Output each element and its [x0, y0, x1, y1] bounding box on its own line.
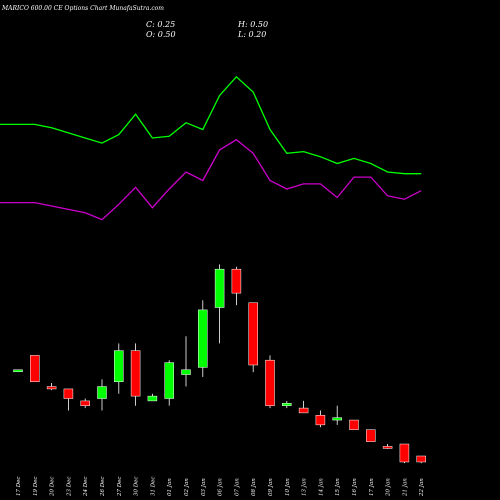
- candle-body: [298, 407, 309, 414]
- close-readout: C: 0.25: [146, 20, 175, 29]
- x-tick-label: 31 Dec: [150, 477, 156, 497]
- candle-4: [63, 388, 74, 411]
- candle-20: [332, 405, 342, 425]
- candle-24: [399, 443, 410, 464]
- x-tick-label: 09 Jan: [268, 478, 274, 496]
- candle-body: [366, 429, 376, 442]
- x-tick-label: 19 Dec: [33, 477, 39, 497]
- x-tick-label: 23 Dec: [66, 477, 72, 498]
- x-tick-label: 07 Jan: [234, 478, 240, 496]
- x-tick-label: 26 Dec: [100, 477, 106, 498]
- candle-body: [63, 388, 74, 399]
- candle-18: [298, 400, 309, 414]
- x-tick-label: 10 Jan: [285, 478, 291, 496]
- candle-body: [349, 419, 359, 430]
- x-tick-label: 17 Dec: [16, 477, 22, 497]
- x-tick-label: 17 Jan: [369, 478, 375, 496]
- x-tick-label: 13 Jan: [302, 478, 308, 496]
- candle-body: [315, 415, 326, 426]
- candle-body: [46, 386, 57, 390]
- x-tick-label: 20 Jan: [386, 478, 392, 497]
- candle-body: [130, 350, 141, 397]
- candle-5: [80, 398, 90, 409]
- candle-22: [366, 429, 376, 442]
- candle-21: [349, 419, 359, 430]
- candle-body: [231, 268, 242, 294]
- candle-9: [147, 393, 158, 402]
- x-tick-label: 27 Dec: [117, 477, 123, 498]
- candle-25: [416, 455, 426, 464]
- candle-6: [97, 379, 107, 411]
- candles: [13, 264, 426, 464]
- high-readout: H: 0.50: [237, 20, 268, 29]
- x-axis-tick-labels: 17 Dec 19 Dec 20 Dec 23 Dec 24 Dec 26 Dec 27 D…: [16, 477, 425, 498]
- candle-8: [130, 343, 141, 406]
- candle-body: [248, 302, 258, 366]
- open-readout: O: 0.50: [146, 30, 176, 39]
- candle-23: [382, 444, 393, 449]
- candle-2: [30, 355, 40, 383]
- candle-10: [164, 360, 174, 406]
- candle-body: [416, 455, 426, 463]
- x-tick-label: 03 Jan: [201, 478, 207, 496]
- candle-body: [181, 369, 191, 375]
- candle-16: [265, 355, 275, 409]
- candle-14: [231, 266, 242, 306]
- candle-body: [399, 443, 410, 463]
- candle-body: [30, 355, 40, 383]
- candle-body: [164, 362, 174, 399]
- low-readout: L: 0.20: [237, 30, 266, 39]
- x-tick-label: 14 Jan: [318, 478, 324, 496]
- candle-19: [315, 410, 326, 428]
- candle-7: [114, 343, 124, 394]
- x-tick-label: 16 Jan: [352, 478, 358, 496]
- chart-title: MARICO 600.00 CE Options Chart MunafaSut…: [1, 5, 164, 12]
- candle-body: [382, 446, 393, 449]
- x-tick-label: 22 Jan: [419, 478, 425, 497]
- candle-body: [97, 386, 107, 399]
- x-tick-label: 24 Dec: [83, 477, 89, 498]
- candle-body: [147, 395, 158, 402]
- candle-3: [46, 382, 57, 391]
- x-tick-label: 15 Jan: [335, 478, 341, 496]
- candle-body: [114, 350, 124, 383]
- candle-body: [198, 309, 208, 368]
- candle-1: [13, 369, 23, 373]
- candle-11: [181, 336, 191, 387]
- candle-body: [265, 359, 275, 406]
- x-tick-label: 20 Dec: [50, 477, 56, 498]
- x-tick-label: 01 Jan: [167, 478, 173, 496]
- candle-body: [332, 417, 342, 421]
- candle-body: [214, 268, 225, 308]
- candle-15: [248, 302, 258, 373]
- indicator-lines: [0, 75, 422, 221]
- candle-body: [282, 403, 292, 406]
- candle-13: [214, 264, 225, 344]
- candle-12: [198, 300, 208, 377]
- indicator-line-1: [0, 75, 422, 175]
- candle-body: [80, 400, 90, 406]
- x-tick-label: 30 Dec: [134, 477, 140, 497]
- indicator-line-2: [0, 138, 422, 221]
- x-tick-label: 06 Jan: [218, 478, 224, 496]
- candle-body: [13, 369, 23, 373]
- x-tick-label: 21 Jan: [402, 478, 408, 497]
- x-tick-label: 08 Jan: [251, 478, 257, 496]
- x-tick-label: 02 Jan: [184, 478, 190, 496]
- candle-17: [282, 400, 292, 409]
